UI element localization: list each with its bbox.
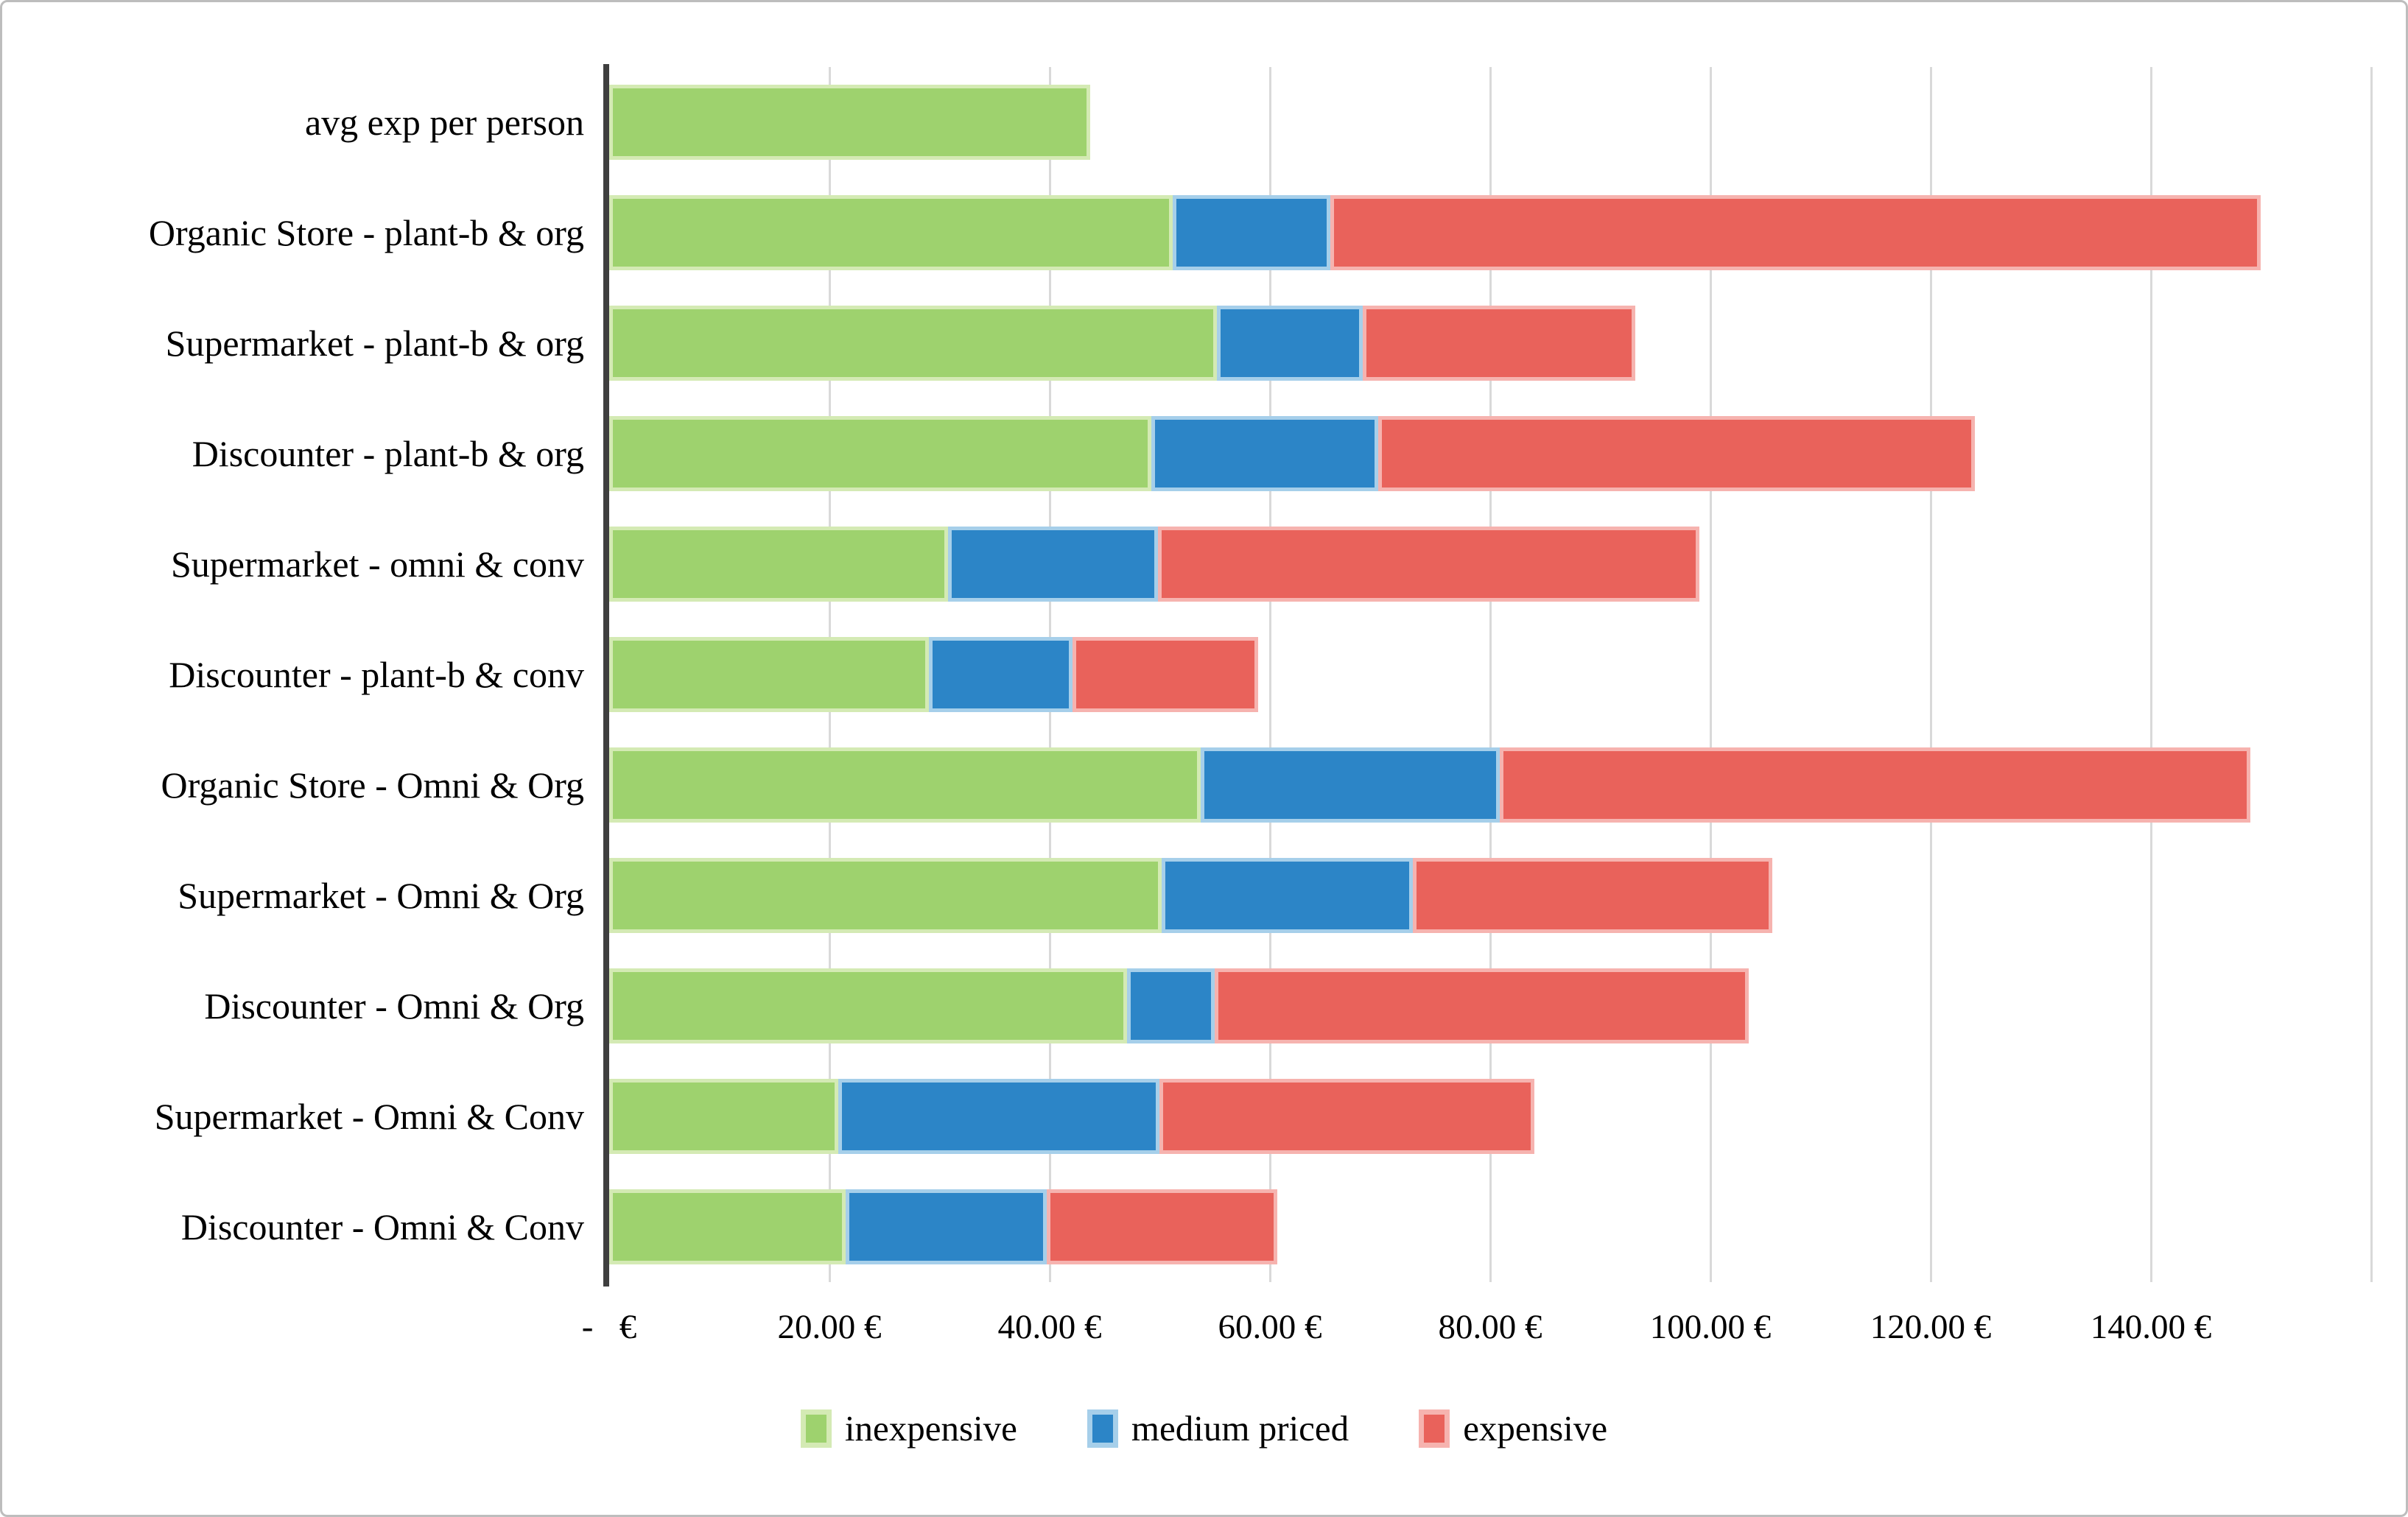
bars-layer [609,67,2371,1282]
bar-segment-medium-priced [1126,968,1215,1043]
category-label-discounter-omni-conv: Discounter - Omni & Conv [180,1206,584,1247]
gridline-120 [1929,67,1932,1282]
x-tick-label-20: 20.00 € [777,1308,882,1346]
category-label-supermarket-omni-conv: Supermarket - Omni & Conv [154,1096,584,1137]
category-label-discounter-plant-b-conv: Discounter - plant-b & conv [169,654,584,695]
bar-segment-expensive [1157,527,1700,602]
bar-segment-inexpensive [609,858,1162,933]
bar-segment-medium-priced [838,1079,1160,1154]
bar-segment-medium-priced [1151,416,1378,491]
category-label-supermarket-omni-org: Supermarket - Omni & Org [178,875,584,916]
bar-segment-expensive [1413,858,1772,933]
x-tick-label-140: 140.00 € [2090,1308,2212,1346]
gridline-100 [1709,67,1712,1282]
bar-segment-inexpensive [609,747,1201,823]
bar-segment-expensive [1215,968,1749,1043]
category-label-organic-store-omni-org: Organic Store - Omni & Org [161,764,584,806]
bar-segment-expensive [1362,306,1636,381]
gridline-60 [1268,67,1271,1282]
bar-segment-expensive [1377,416,1975,491]
category-label-supermarket-omni-conv: Supermarket - omni & conv [171,543,584,585]
x-tick-label-120: 120.00 € [1870,1308,1992,1346]
y-axis-line [603,64,609,1287]
bar-supermarket-omni-conv [609,527,1700,602]
legend: inexpensive medium priced expensive [2,1407,2406,1449]
bar-discounter-plant-b-conv [609,637,1258,712]
bar-segment-inexpensive [609,1189,846,1264]
bar-segment-expensive [1159,1079,1534,1154]
bar-segment-inexpensive [609,527,949,602]
bar-segment-medium-priced [928,637,1073,712]
gridline-140 [2149,67,2152,1282]
legend-item-medium-priced: medium priced [1087,1407,1349,1449]
bar-segment-expensive [1073,637,1258,712]
bar-supermarket-plant-b-org [609,306,1636,381]
category-labels: avg exp per person Organic Store - plant-… [2,67,584,1282]
x-tick-label-40: 40.00 € [997,1308,1102,1346]
bar-supermarket-omni-conv [609,1079,1534,1154]
category-label-supermarket-plant-b-org: Supermarket - plant-b & org [165,323,584,364]
bar-segment-medium-priced [948,527,1158,602]
bar-segment-expensive [1046,1189,1278,1264]
bar-segment-inexpensive [609,85,1091,160]
category-label-organic-store-plant-b-org: Organic Store - plant-b & org [148,212,584,253]
bar-segment-inexpensive [609,306,1218,381]
x-tick-label-60: 60.00 € [1218,1308,1322,1346]
bar-segment-inexpensive [609,1079,838,1154]
bar-segment-medium-priced [1217,306,1363,381]
legend-label-expensive: expensive [1463,1408,1608,1449]
x-axis-labels: - € 20.00 € 40.00 € 60.00 € 80.00 € 100.00 € 1… [582,1307,2371,1359]
bar-segment-inexpensive [609,968,1127,1043]
bar-segment-inexpensive [609,637,929,712]
bar-discounter-omni-conv [609,1189,1278,1264]
legend-item-inexpensive: inexpensive [800,1407,1017,1449]
gridline-80 [1489,67,1492,1282]
bar-segment-medium-priced [1162,858,1414,933]
x-tick-label-0: - € [581,1308,637,1346]
legend-swatch-medium-priced [1087,1409,1118,1448]
x-tick-label-80: 80.00 € [1438,1308,1542,1346]
bar-organic-store-omni-org [609,747,2250,823]
x-tick-label-100: 100.00 € [1649,1308,1772,1346]
legend-swatch-expensive [1419,1409,1450,1448]
legend-swatch-inexpensive [800,1409,832,1448]
bar-avg-exp-per-person [609,85,1091,160]
bar-supermarket-omni-org [609,858,1772,933]
legend-item-expensive: expensive [1419,1407,1607,1449]
bar-segment-medium-priced [1173,195,1331,270]
bar-segment-medium-priced [1200,747,1500,823]
bar-organic-store-plant-b-org [609,195,2261,270]
bar-segment-inexpensive [609,195,1173,270]
bar-discounter-plant-b-org [609,416,1975,491]
plot-area [603,64,2373,1287]
bar-segment-expensive [1500,747,2250,823]
bar-segment-medium-priced [846,1189,1047,1264]
category-label-discounter-omni-org: Discounter - Omni & Org [204,985,584,1027]
bar-discounter-omni-org [609,968,1749,1043]
bar-segment-inexpensive [609,416,1151,491]
legend-label-medium-priced: medium priced [1131,1408,1349,1449]
category-label-discounter-plant-b-org: Discounter - plant-b & org [192,433,584,474]
gridline-160 [2370,67,2373,1282]
legend-label-inexpensive: inexpensive [844,1408,1017,1449]
bar-segment-expensive [1330,195,2261,270]
category-label-avg-exp-per-person: avg exp per person [304,102,584,143]
